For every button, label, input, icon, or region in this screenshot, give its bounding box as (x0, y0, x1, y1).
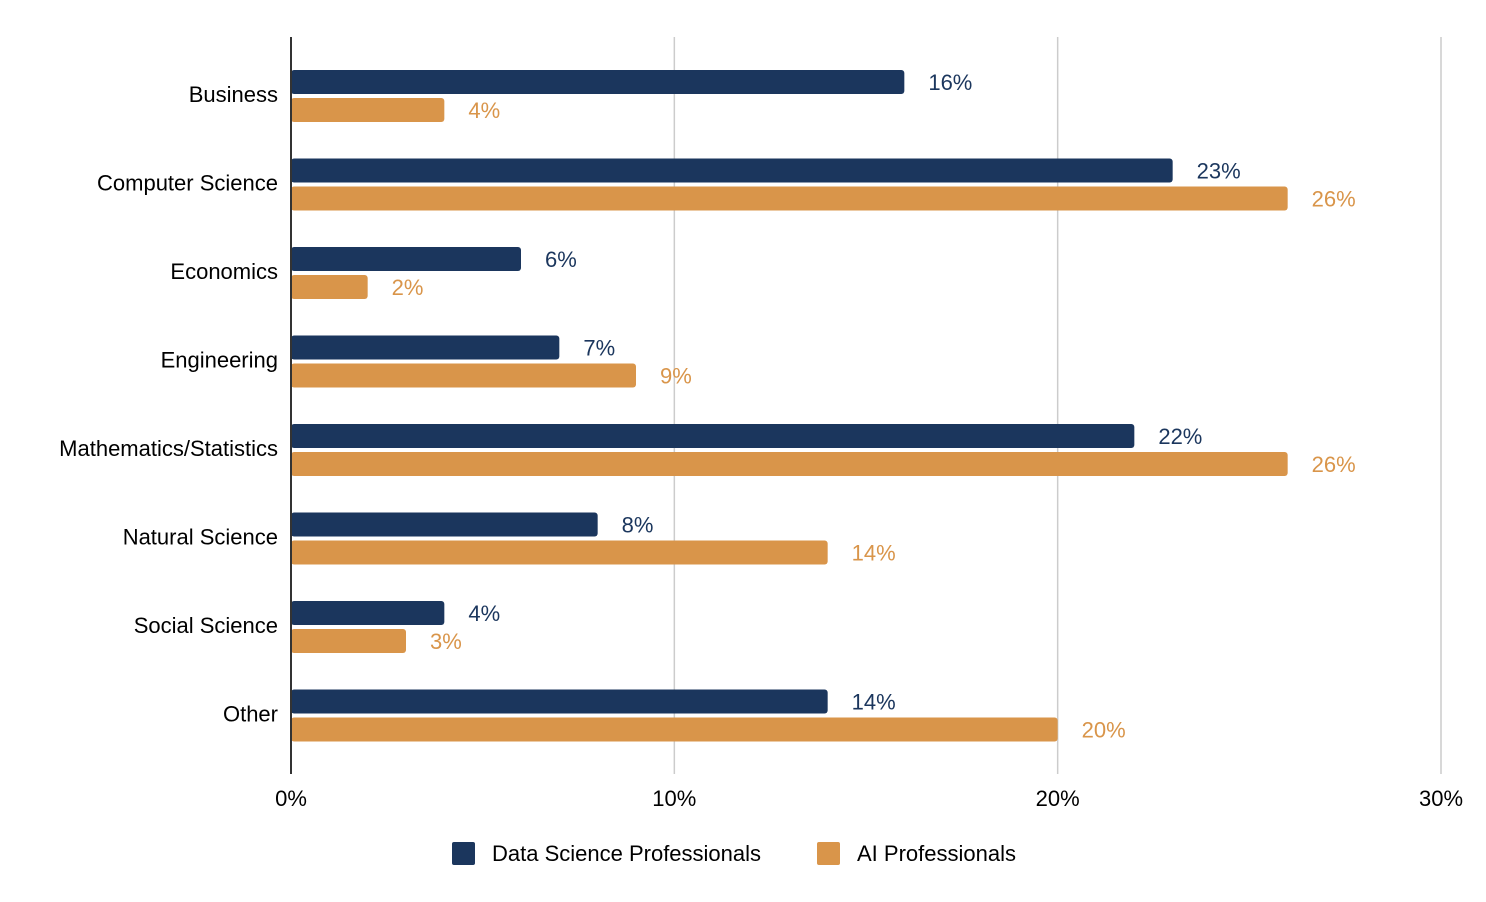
x-tick-label: 0% (275, 786, 307, 811)
gridlines (673, 37, 1442, 774)
category-label: Other (223, 702, 278, 727)
value-label: 8% (622, 513, 654, 538)
bar-ai-0 (291, 98, 445, 122)
value-label: 2% (392, 275, 424, 300)
bar-ai-5 (291, 540, 828, 565)
x-tick-label: 10% (652, 786, 696, 811)
value-label: 16% (928, 70, 972, 95)
value-label: 26% (1312, 187, 1356, 212)
value-label: 26% (1312, 452, 1356, 477)
category-label: Engineering (161, 348, 278, 373)
legend-label: AI Professionals (857, 841, 1016, 866)
bar-data-science-2 (291, 247, 521, 271)
bar-data-science-6 (291, 601, 445, 625)
bar-data-science-4 (291, 424, 1135, 448)
bar-ai-3 (291, 363, 636, 388)
legend: Data Science Professionals AI Professiona… (452, 841, 1016, 866)
bar-data-science-3 (291, 335, 560, 360)
value-labels: 16%4%23%26%6%2%7%9%22%26%8%14%4%3%14%20% (392, 70, 1356, 743)
x-tick-label: 20% (1036, 786, 1080, 811)
value-label: 20% (1082, 718, 1126, 743)
bar-data-science-0 (291, 70, 905, 94)
value-label: 3% (430, 629, 462, 654)
value-label: 14% (852, 541, 896, 566)
legend-swatch (452, 842, 475, 865)
category-label: Economics (170, 259, 278, 284)
category-labels: Business Computer Science Economics Enginee… (59, 82, 278, 727)
legend-swatch (817, 842, 840, 865)
bars (291, 70, 1288, 742)
bar-data-science-1 (291, 158, 1173, 183)
value-label: 4% (468, 98, 500, 123)
category-label: Computer Science (97, 171, 278, 196)
bar-ai-7 (291, 717, 1058, 742)
value-label: 9% (660, 364, 692, 389)
value-label: 14% (852, 690, 896, 715)
category-label: Social Science (134, 613, 278, 638)
bar-data-science-7 (291, 689, 828, 714)
value-label: 6% (545, 247, 577, 272)
bar-ai-4 (291, 452, 1288, 476)
bar-data-science-5 (291, 512, 598, 537)
category-label: Business (189, 82, 278, 107)
category-label: Natural Science (123, 525, 278, 550)
value-label: 23% (1197, 159, 1241, 184)
bar-ai-6 (291, 629, 406, 653)
value-label: 4% (468, 601, 500, 626)
legend-label: Data Science Professionals (492, 841, 761, 866)
bar-ai-1 (291, 186, 1288, 211)
value-label: 7% (583, 336, 615, 361)
category-label: Mathematics/Statistics (59, 436, 278, 461)
x-axis-tick-labels: 0% 10% 20% 30% (275, 786, 1463, 811)
value-label: 22% (1158, 424, 1202, 449)
x-tick-label: 30% (1419, 786, 1463, 811)
bar-ai-2 (291, 275, 368, 299)
